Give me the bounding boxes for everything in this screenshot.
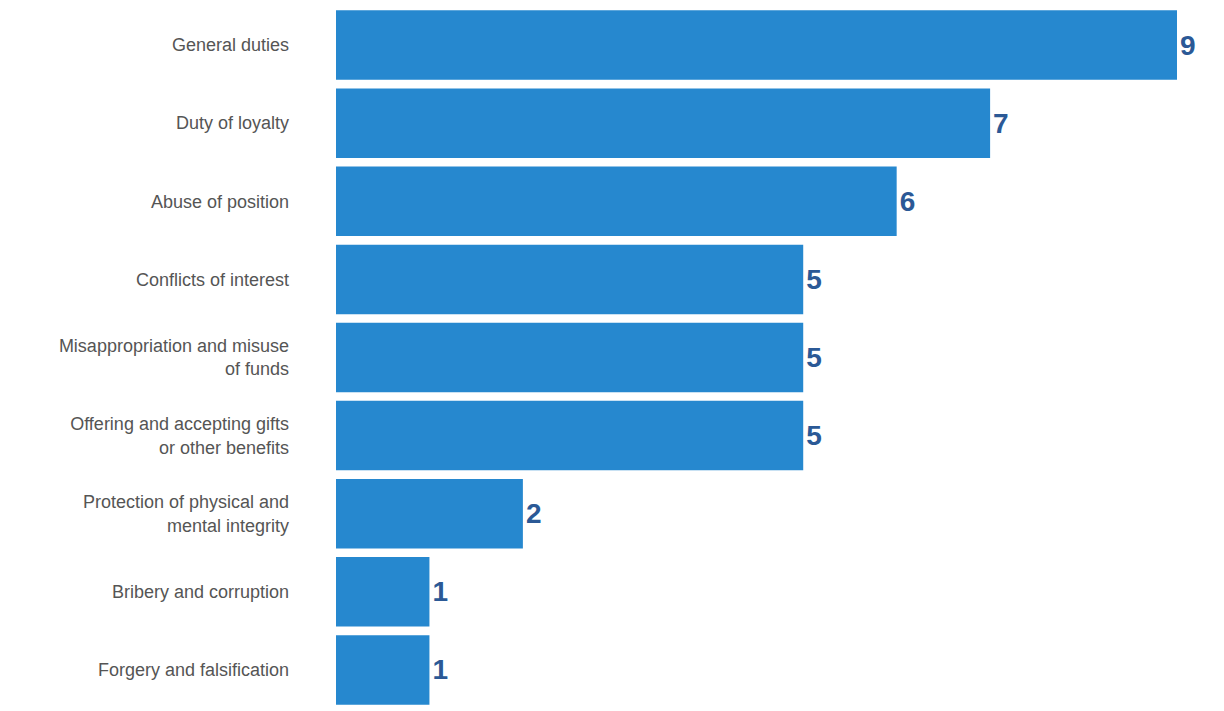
svg-text:Conflicts of interest: Conflicts of interest	[136, 270, 289, 290]
svg-text:Forgery and falsification: Forgery and falsification	[98, 660, 289, 680]
svg-text:6: 6	[900, 186, 916, 217]
svg-text:Bribery and corruption: Bribery and corruption	[112, 582, 289, 602]
svg-text:Offering and accepting giftsor: Offering and accepting giftsor other ben…	[70, 414, 289, 457]
svg-text:5: 5	[806, 264, 822, 295]
svg-text:General duties: General duties	[172, 35, 289, 55]
svg-text:5: 5	[806, 342, 822, 373]
svg-text:2: 2	[526, 498, 542, 529]
svg-text:Abuse of position: Abuse of position	[151, 192, 289, 212]
svg-text:7: 7	[993, 108, 1009, 139]
svg-text:Protection of physical andment: Protection of physical andmental integri…	[83, 492, 289, 535]
svg-text:Misappropriation and misuseof: Misappropriation and misuseof funds	[59, 336, 289, 379]
svg-text:5: 5	[806, 420, 822, 451]
svg-text:9: 9	[1180, 30, 1196, 61]
svg-text:1: 1	[432, 654, 448, 685]
svg-text:1: 1	[432, 576, 448, 607]
svg-text:Duty of loyalty: Duty of loyalty	[176, 113, 289, 133]
